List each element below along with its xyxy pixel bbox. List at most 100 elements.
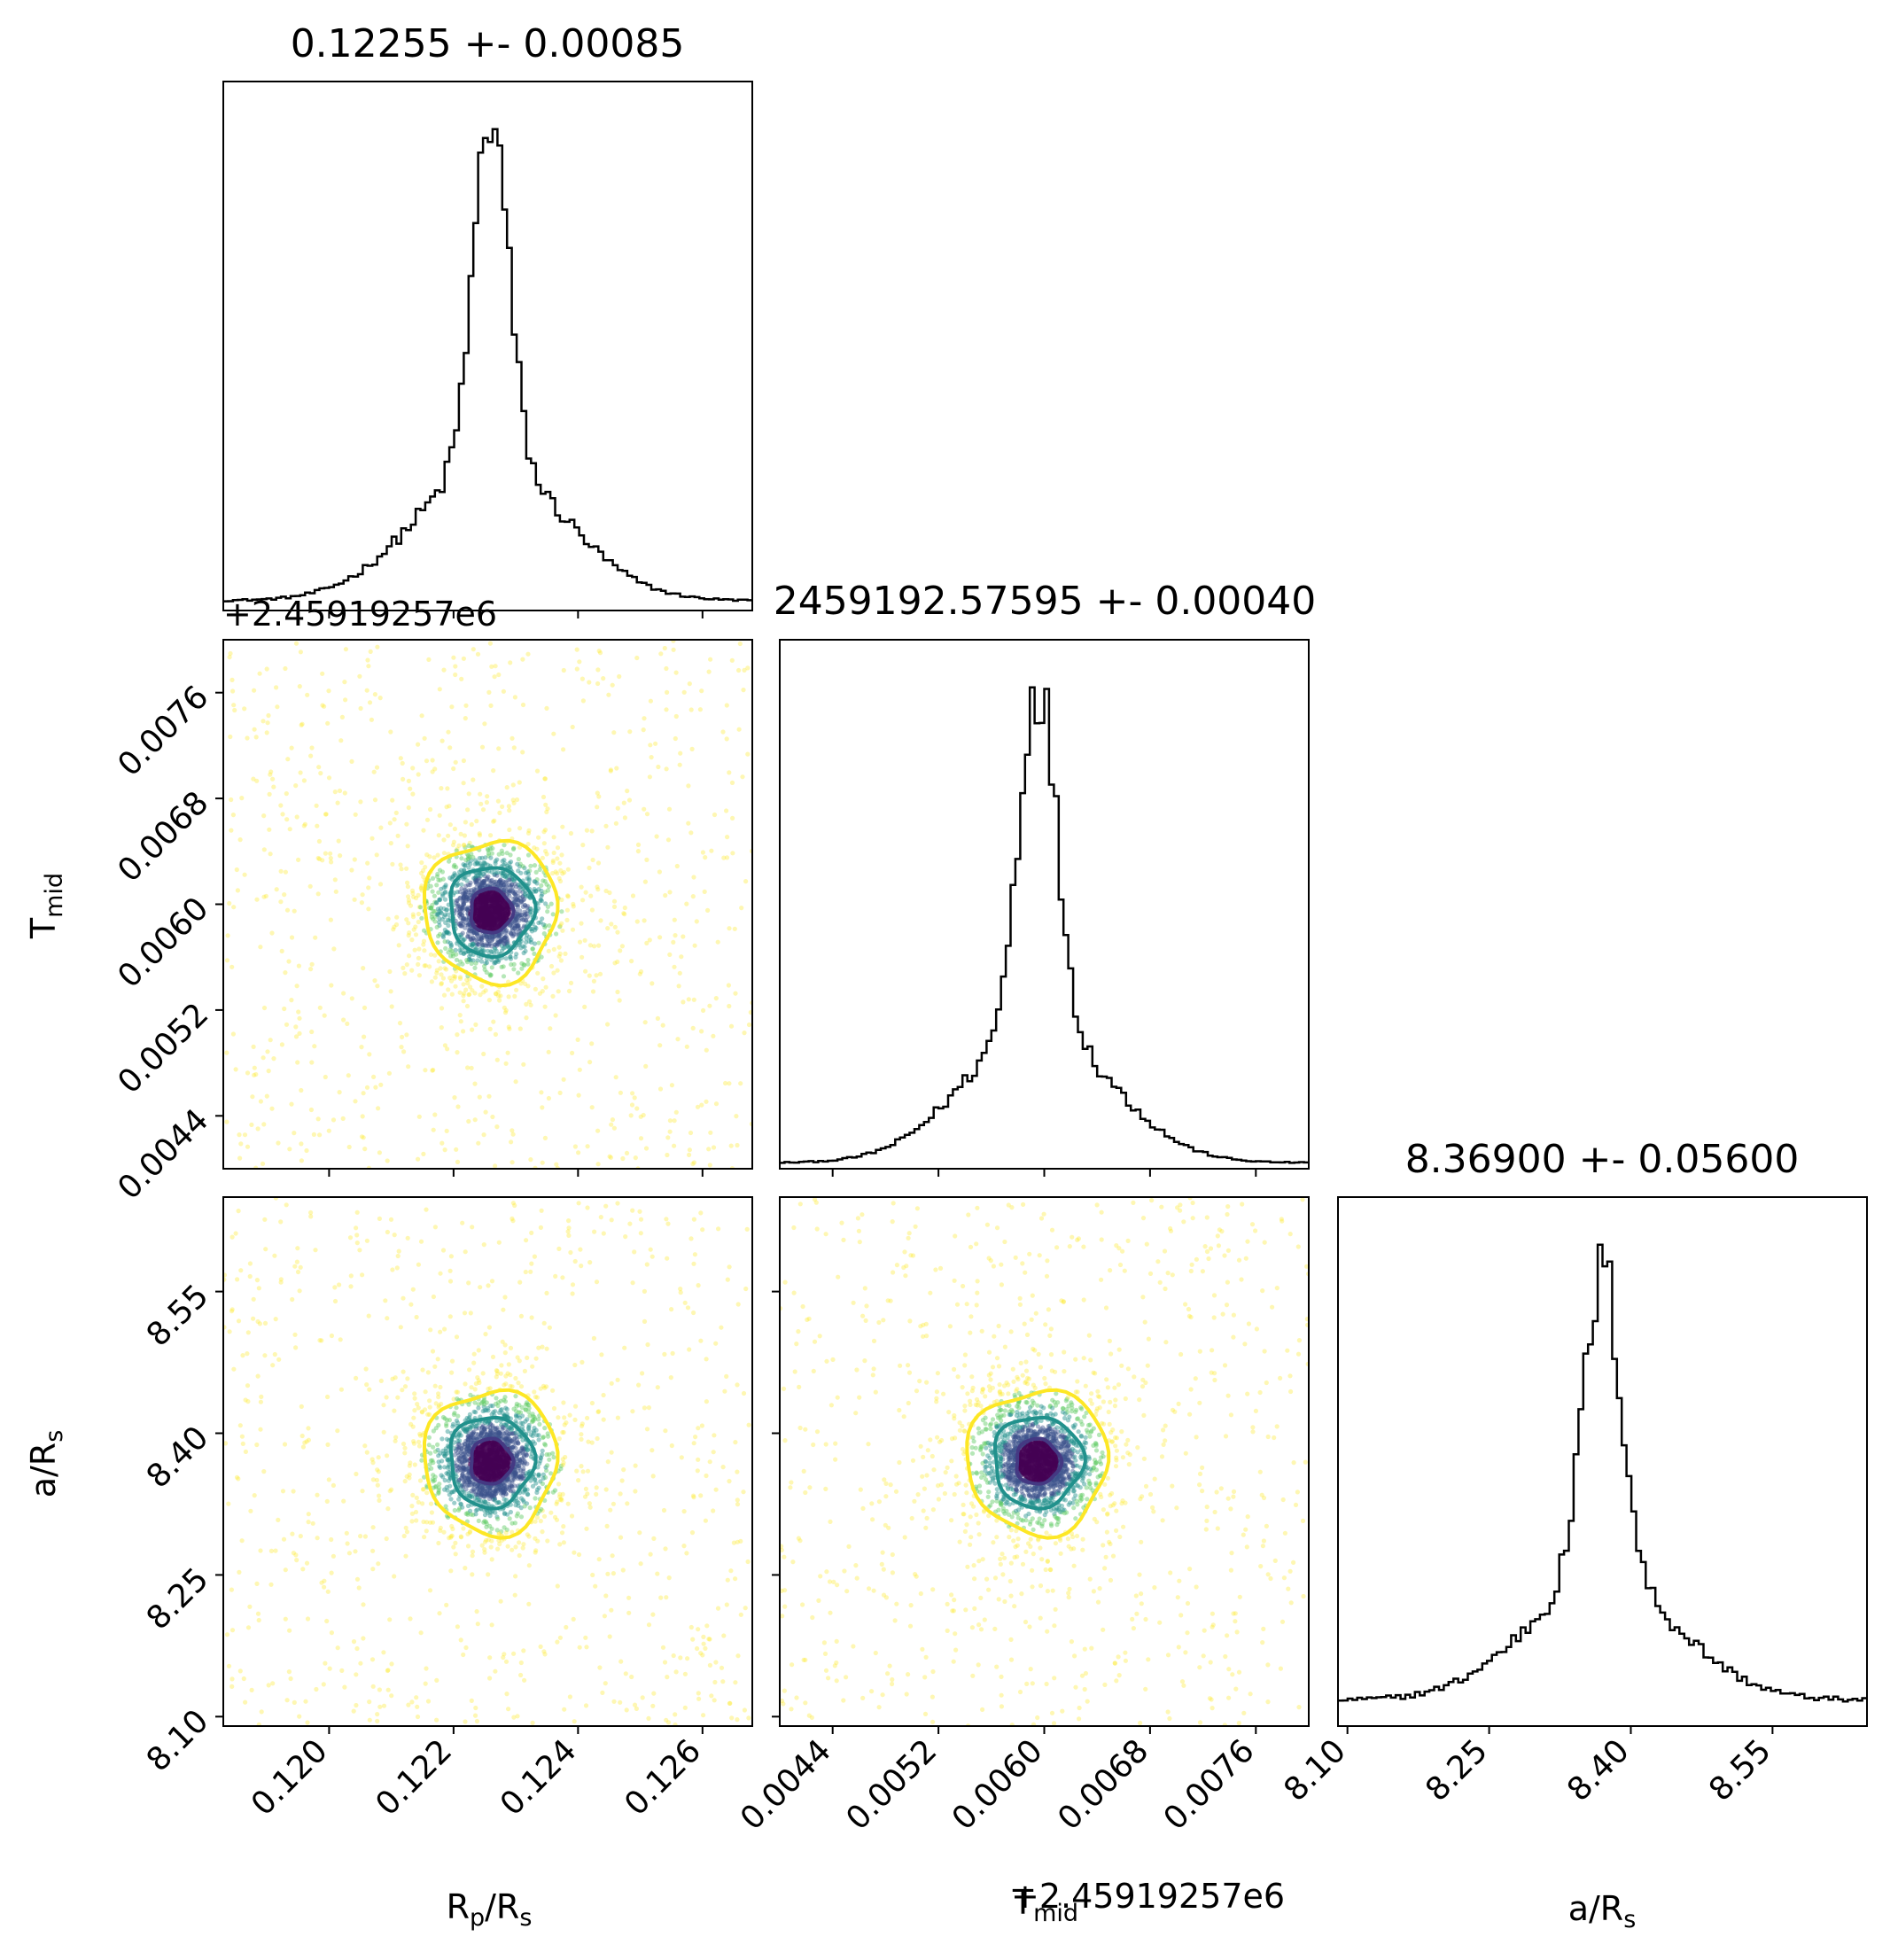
scatter-point	[461, 895, 466, 901]
scatter-point	[650, 1474, 656, 1479]
scatter-point	[450, 1421, 456, 1427]
scatter-point	[700, 1653, 705, 1658]
scatter-point	[487, 973, 494, 978]
scatter-point	[724, 1373, 729, 1379]
scatter-point	[464, 894, 470, 899]
scatter-point	[477, 1094, 482, 1100]
scatter-point	[427, 964, 432, 969]
scatter-point	[510, 884, 516, 890]
scatter-point	[462, 1455, 467, 1460]
scatter-point	[574, 647, 580, 652]
scatter-point	[505, 1371, 510, 1376]
scatter-point	[463, 950, 469, 955]
scatter-point	[735, 1497, 740, 1503]
scatter-point	[558, 1496, 564, 1501]
scatter-point	[333, 889, 338, 894]
scatter-point	[454, 1405, 459, 1411]
scatter-point	[463, 883, 469, 889]
scatter-point	[541, 1435, 546, 1441]
scatter-point	[533, 1476, 538, 1482]
scatter-point	[502, 1487, 508, 1492]
scatter-point	[466, 1280, 471, 1286]
scatter-point	[463, 1458, 468, 1463]
scatter-point	[375, 1482, 380, 1488]
scatter-point	[510, 896, 517, 901]
scatter-point	[487, 935, 493, 940]
scatter-point	[551, 731, 556, 736]
scatter-point	[405, 880, 410, 885]
scatter-point	[669, 1307, 674, 1312]
scatter-point	[638, 1561, 643, 1567]
scatter-point	[474, 878, 479, 883]
scatter-point	[533, 879, 538, 884]
scatter-point	[489, 944, 494, 949]
scatter-point	[393, 922, 400, 928]
scatter-point	[525, 869, 531, 875]
scatter-point	[438, 897, 443, 902]
scatter-point	[542, 1135, 548, 1140]
scatter-point	[502, 1497, 507, 1502]
scatter-point	[375, 1467, 380, 1473]
scatter-point	[634, 1706, 640, 1711]
scatter-point	[392, 1574, 397, 1579]
scatter-point	[452, 1440, 457, 1445]
scatter-point	[490, 1490, 495, 1496]
scatter-point	[225, 933, 230, 938]
scatter-point	[464, 1457, 470, 1462]
scatter-point	[338, 1337, 343, 1342]
scatter-point	[508, 930, 513, 936]
scatter-point	[466, 896, 471, 902]
scatter-point	[729, 657, 735, 663]
scatter-point	[465, 922, 471, 928]
scatter-point	[261, 847, 267, 852]
scatter-point	[449, 1489, 455, 1495]
scatter-point	[381, 1429, 386, 1435]
scatter-point	[478, 860, 483, 866]
scatter-point	[502, 1010, 509, 1015]
scatter-point	[544, 1452, 549, 1458]
scatter-point	[594, 973, 599, 978]
scatter-point	[443, 1451, 448, 1457]
scatter-point	[732, 926, 737, 931]
scatter-point	[442, 1147, 447, 1153]
scatter-point	[448, 1489, 454, 1495]
scatter-point	[448, 942, 454, 948]
scatter-point	[730, 851, 735, 856]
scatter-point	[437, 1464, 442, 1469]
scatter-point	[502, 874, 508, 879]
scatter-point	[479, 855, 485, 860]
scatter-point	[533, 1550, 538, 1555]
scatter-point	[511, 1444, 517, 1450]
scatter-point	[628, 1113, 634, 1118]
scatter-point	[438, 877, 443, 883]
scatter-point	[465, 911, 471, 916]
scatter-point	[408, 1460, 413, 1466]
scatter-point	[457, 990, 463, 995]
scatter-point	[414, 1695, 419, 1700]
scatter-point	[455, 846, 460, 852]
scatter-point	[452, 1411, 457, 1416]
scatter-point	[322, 704, 327, 709]
scatter-point	[518, 1384, 525, 1389]
scatter-point	[484, 933, 489, 938]
scatter-point	[479, 883, 485, 888]
scatter-point	[501, 1489, 507, 1495]
scatter-point	[352, 857, 357, 862]
scatter-point	[623, 1234, 628, 1240]
scatter-point	[487, 846, 494, 852]
scatter-point	[415, 1714, 421, 1720]
scatter-point	[475, 873, 480, 879]
scatter-point	[541, 1472, 547, 1477]
scatter-point	[229, 1309, 235, 1314]
scatter-point	[473, 1410, 478, 1415]
scatter-point	[516, 926, 521, 931]
scatter-point	[534, 1489, 540, 1495]
scatter-point	[458, 1450, 463, 1455]
scatter-point	[281, 1536, 287, 1542]
scatter-point	[462, 1475, 468, 1481]
scatter-point	[460, 905, 465, 910]
scatter-point	[299, 722, 304, 727]
scatter-point	[673, 933, 678, 938]
scatter-point	[499, 943, 505, 949]
scatter-point	[381, 1650, 386, 1655]
